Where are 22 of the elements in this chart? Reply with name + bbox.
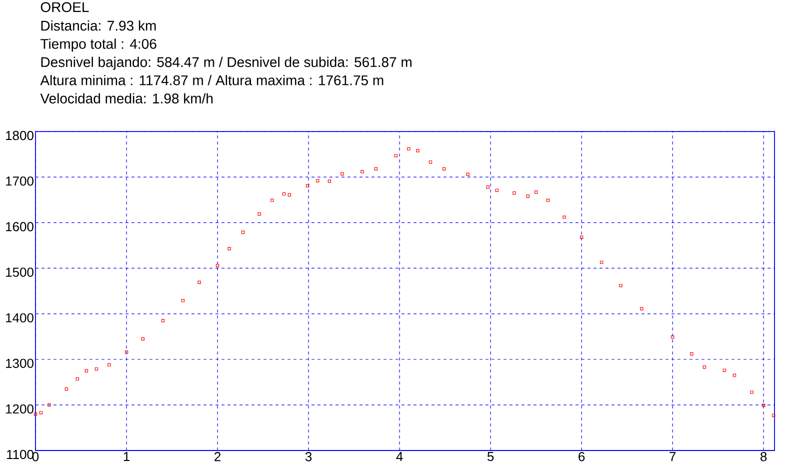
x-tick-label: 4 — [396, 452, 403, 462]
text: Velocidad media: 1.98 km/h — [40, 93, 213, 104]
x-tick-label: 7 — [670, 452, 676, 462]
x-tick-label: 2 — [214, 452, 220, 462]
y-tick-label: 1200 — [6, 404, 34, 414]
text: Altura minima : 1174.87 m / Altura maxima : 1761.75 m — [40, 75, 384, 86]
y-tick-label: 1800 — [6, 131, 34, 140]
y-tick-label: 1500 — [6, 268, 34, 278]
x-tick-label: 3 — [305, 452, 312, 462]
text: Desnivel bajando: 584.47 m / Desnivel de subida: 561.87 m — [41, 56, 412, 70]
x-tick-label: 8 — [760, 452, 767, 462]
x-tick-label: 5 — [487, 452, 494, 462]
text: Distancia: 7.93 km — [41, 20, 156, 31]
x-tick-label: 1 — [124, 452, 130, 462]
y-tick-label: 1100 — [7, 450, 34, 460]
text: Tiempo total : 4:06 — [40, 38, 156, 52]
y-tick-label: 1400 — [6, 313, 34, 323]
y-tick-label: 1700 — [6, 176, 34, 186]
y-tick-label: 1600 — [6, 222, 34, 232]
x-tick-label: 6 — [578, 452, 585, 462]
y-tick-label: 1300 — [6, 358, 34, 368]
chart-title: OROEL — [40, 2, 89, 12]
